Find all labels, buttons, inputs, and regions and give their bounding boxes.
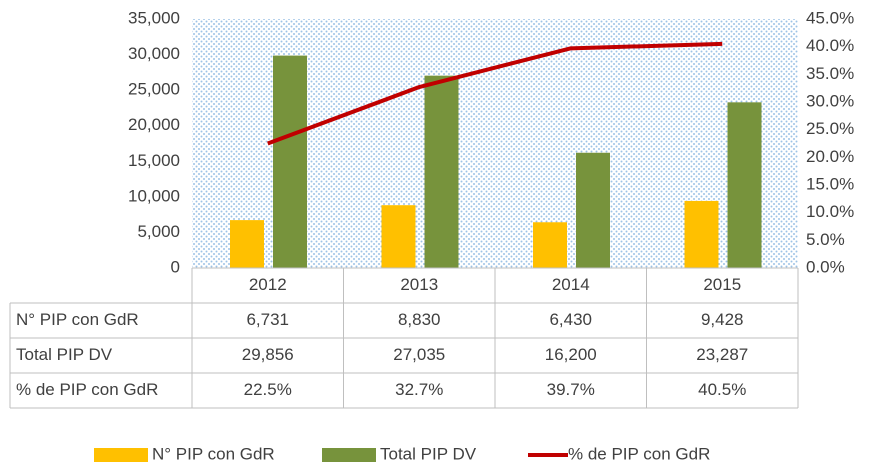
x-tick-label: 2015	[703, 275, 741, 294]
line-series	[267, 41, 723, 146]
bar	[576, 152, 610, 268]
y2-tick-label: 0.0%	[806, 257, 845, 276]
bar	[230, 220, 264, 268]
y2-tick-label: 15.0%	[806, 174, 854, 193]
y2-tick-label: 40.0%	[806, 36, 854, 55]
legend-swatch	[94, 448, 148, 462]
y2-tick-label: 45.0%	[806, 8, 854, 27]
x-tick-label: 2014	[552, 275, 590, 294]
y2-tick-label: 10.0%	[806, 202, 854, 221]
y-tick-label: 30,000	[128, 44, 180, 63]
y2-tick-label: 20.0%	[806, 147, 854, 166]
y-tick-label: 25,000	[128, 80, 180, 99]
table-cell: 40.5%	[698, 380, 746, 399]
x-tick-label: 2013	[400, 275, 438, 294]
y2-tick-label: 30.0%	[806, 91, 854, 110]
table-cell: 22.5%	[244, 380, 292, 399]
y-tick-label: 5,000	[137, 222, 180, 241]
x-tick-label: 2012	[249, 275, 287, 294]
bar	[424, 75, 459, 268]
y-tick-label: 0	[171, 257, 180, 276]
table-cell: 23,287	[696, 345, 748, 364]
y-tick-label: 35,000	[128, 8, 180, 27]
table-row-label: Total PIP DV	[16, 345, 113, 364]
table-cell: 9,428	[701, 310, 744, 329]
bar	[533, 222, 567, 268]
y-tick-label: 15,000	[128, 151, 180, 170]
y-tick-label: 10,000	[128, 186, 180, 205]
y2-tick-label: 25.0%	[806, 119, 854, 138]
bar	[273, 55, 307, 268]
table-row-label: N° PIP con GdR	[16, 310, 139, 329]
y2-tick-label: 35.0%	[806, 64, 854, 83]
bar	[381, 205, 416, 268]
legend-swatch	[322, 448, 376, 462]
y-tick-label: 20,000	[128, 115, 180, 134]
table-cell: 6,731	[246, 310, 289, 329]
table-cell: 8,830	[398, 310, 441, 329]
legend-label: % de PIP con GdR	[568, 444, 710, 463]
table-cell: 27,035	[393, 345, 445, 364]
legend-label: N° PIP con GdR	[152, 444, 275, 463]
y2-tick-label: 5.0%	[806, 230, 845, 249]
bar	[684, 200, 719, 268]
legend-label: Total PIP DV	[380, 444, 477, 463]
table-cell: 32.7%	[395, 380, 443, 399]
table-cell: 39.7%	[547, 380, 595, 399]
table-cell: 16,200	[545, 345, 597, 364]
table-row-label: % de PIP con GdR	[16, 380, 158, 399]
table-cell: 6,430	[549, 310, 592, 329]
table-cell: 29,856	[242, 345, 294, 364]
bar	[727, 102, 762, 269]
